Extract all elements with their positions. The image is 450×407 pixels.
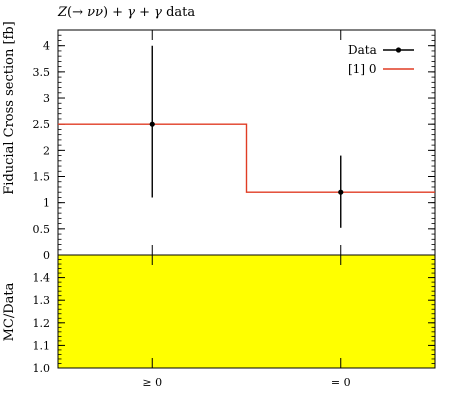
ratio-fill (58, 255, 435, 368)
y-tick-label: 0.5 (33, 223, 51, 236)
ratio-y-tick-label: 1.3 (33, 294, 51, 307)
legend: Data [1] 0 (348, 43, 414, 76)
ratio-y-tick-label: 1.4 (33, 272, 51, 285)
data-point (338, 189, 344, 195)
y-tick-label: 3.5 (33, 66, 51, 79)
y-tick-label: 4 (43, 40, 50, 53)
x-tick-label: = 0 (331, 376, 351, 389)
legend-label-data: Data (348, 43, 377, 57)
y-tick-label: 1.5 (33, 171, 51, 184)
data-point (149, 121, 155, 127)
ratio-panel: 0 1.0 1.1 1.2 1.3 1.4 ≥ 0 = 0 (33, 249, 436, 389)
ratio-y-tick-label: 1.0 (33, 362, 51, 375)
y-tick-label: 2.5 (33, 118, 51, 131)
ratio-y-tick-label: 1.1 (33, 339, 51, 352)
ratio-frame (57, 254, 436, 369)
legend-swatch-data-point (395, 47, 402, 53)
y-axis-label: Fiducial Cross section [fb] (2, 21, 17, 194)
y-tick-label: 1 (43, 197, 50, 210)
mc-histogram-line (58, 123, 435, 193)
x-tick-label: ≥ 0 (142, 376, 162, 389)
y-tick-label: 3 (43, 92, 50, 105)
ratio-y-axis-label: MC/Data (2, 282, 17, 341)
ratio-y-tick-label: 1.2 (33, 317, 51, 330)
chart-title: Z(→ νν) + γ + γ data (57, 5, 195, 20)
legend-label-mc: [1] 0 (348, 62, 376, 76)
y-tick-label: 2 (43, 144, 50, 157)
ratio-top-label: 0 (43, 249, 50, 262)
